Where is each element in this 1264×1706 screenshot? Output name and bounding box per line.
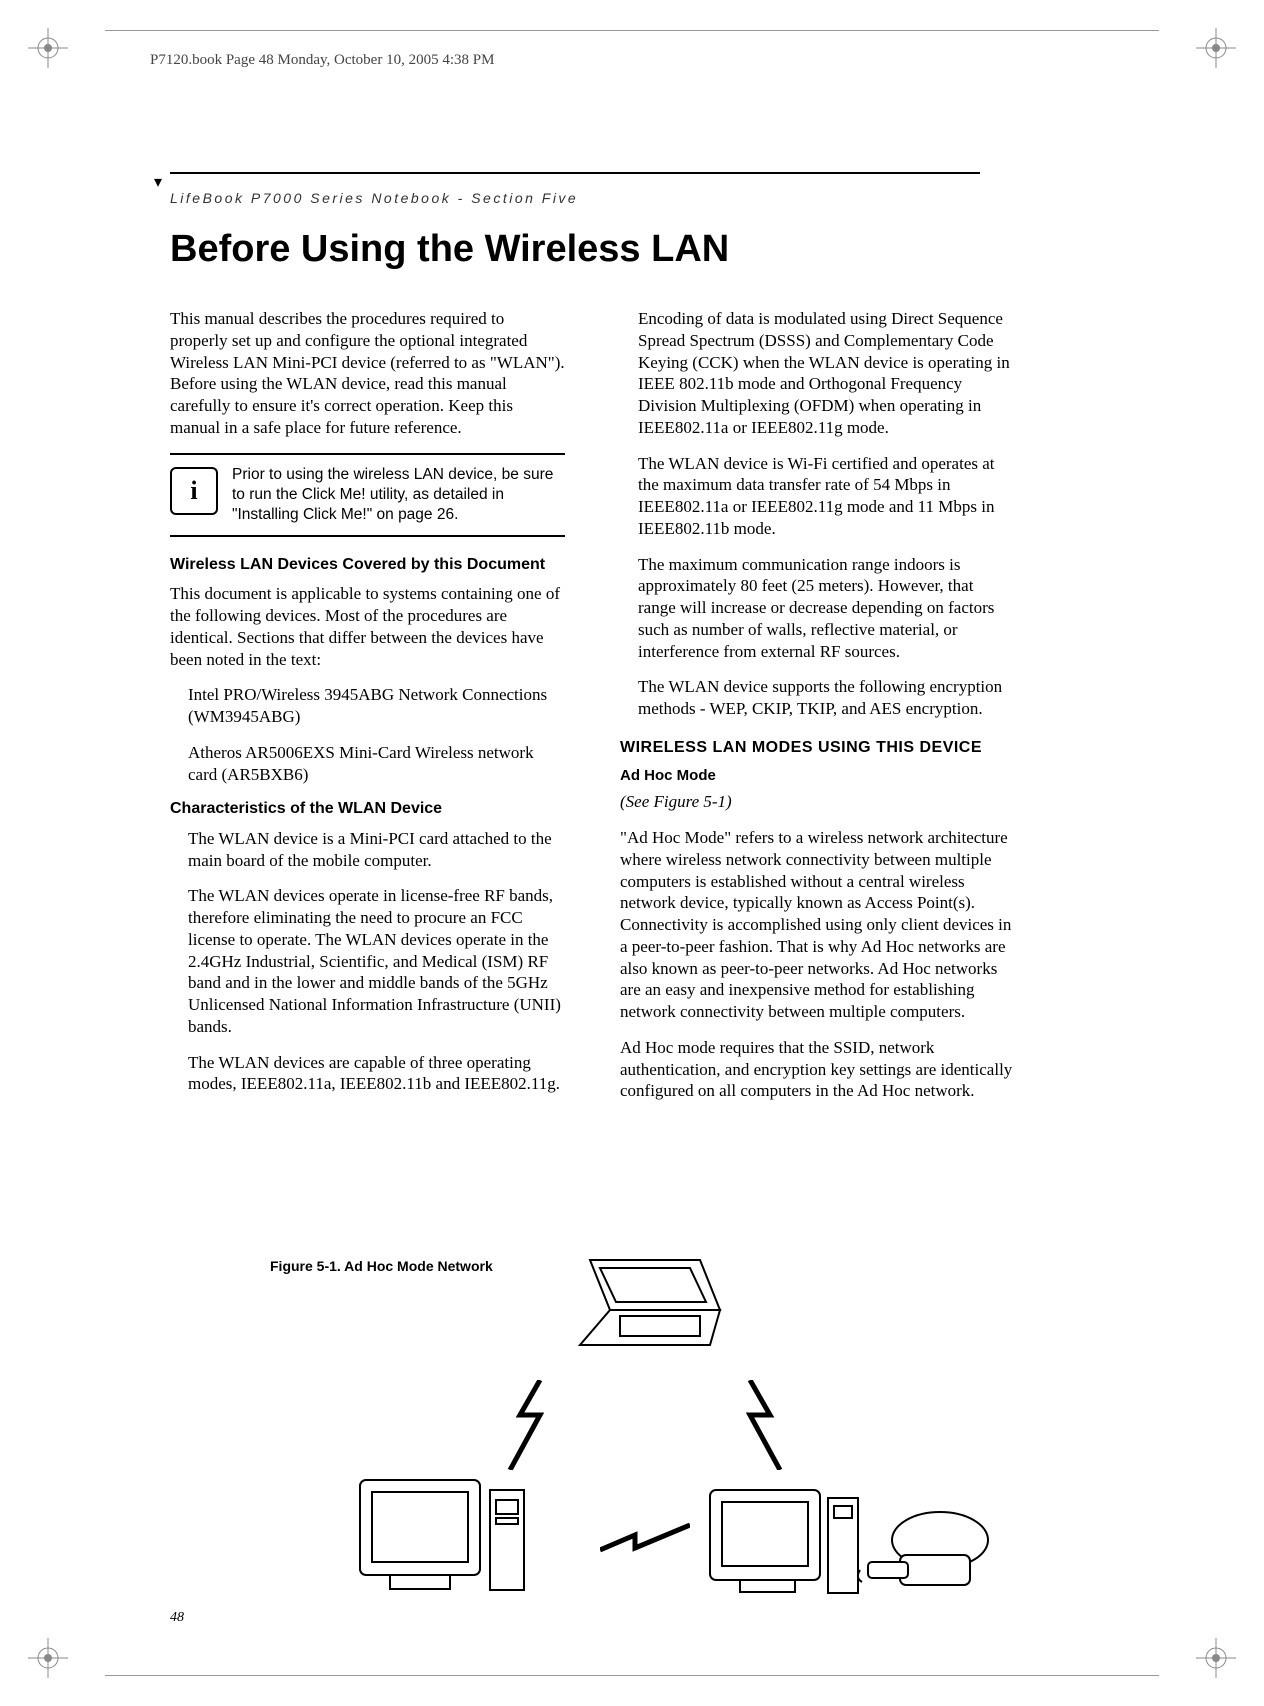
heading-adhoc: Ad Hoc Mode bbox=[620, 766, 1015, 785]
adhoc-paragraph: Ad Hoc mode requires that the SSID, netw… bbox=[620, 1037, 1015, 1102]
device-item: Atheros AR5006EXS Mini-Card Wireless net… bbox=[170, 742, 565, 786]
info-note: i Prior to using the wireless LAN device… bbox=[170, 453, 565, 537]
characteristic-item: The WLAN device is a Mini-PCI card attac… bbox=[170, 828, 565, 872]
wireless-bolt-icon bbox=[600, 1520, 690, 1560]
heading-wlan-modes: WIRELESS LAN MODES USING THIS DEVICE bbox=[620, 738, 1015, 758]
crop-mark-icon bbox=[1196, 28, 1236, 68]
frame-line bbox=[105, 1675, 1159, 1676]
heading-characteristics: Characteristics of the WLAN Device bbox=[170, 799, 565, 819]
device-item: Intel PRO/Wireless 3945ABG Network Conne… bbox=[170, 684, 565, 728]
figure-reference: (See Figure 5-1) bbox=[620, 791, 1015, 813]
figure-adhoc-network bbox=[330, 1250, 950, 1610]
characteristic-item: The WLAN device is Wi-Fi certified and o… bbox=[620, 453, 1015, 540]
page-number: 48 bbox=[170, 1610, 184, 1626]
right-column: Encoding of data is modulated using Dire… bbox=[620, 308, 1015, 1116]
crop-mark-icon bbox=[28, 1638, 68, 1678]
characteristic-item: Encoding of data is modulated using Dire… bbox=[620, 308, 1015, 439]
page: P7120.book Page 48 Monday, October 10, 2… bbox=[0, 0, 1264, 1706]
wireless-bolt-icon bbox=[730, 1380, 790, 1470]
note-text: Prior to using the wireless LAN device, … bbox=[232, 465, 565, 525]
crop-mark-icon bbox=[28, 28, 68, 68]
characteristic-item: The WLAN devices are capable of three op… bbox=[170, 1052, 565, 1096]
frame-line bbox=[105, 30, 1159, 31]
desktop-computer-icon bbox=[350, 1470, 550, 1610]
framemaker-header: P7120.book Page 48 Monday, October 10, 2… bbox=[150, 52, 494, 69]
info-icon: i bbox=[170, 467, 218, 515]
wireless-bolt-icon bbox=[500, 1380, 560, 1470]
page-title: Before Using the Wireless LAN bbox=[170, 228, 729, 271]
laptop-icon bbox=[560, 1250, 730, 1370]
heading-arrow-icon: ▾ bbox=[154, 172, 162, 192]
heading-rule bbox=[170, 172, 980, 174]
left-column: This manual describes the procedures req… bbox=[170, 308, 565, 1109]
running-head: LifeBook P7000 Series Notebook - Section… bbox=[170, 190, 578, 206]
characteristic-item: The WLAN device supports the following e… bbox=[620, 676, 1015, 720]
characteristic-item: The WLAN devices operate in license-free… bbox=[170, 885, 565, 1037]
heading-devices-covered: Wireless LAN Devices Covered by this Doc… bbox=[170, 555, 565, 575]
desktop-with-printer-icon bbox=[700, 1470, 1000, 1620]
adhoc-paragraph: "Ad Hoc Mode" refers to a wireless netwo… bbox=[620, 827, 1015, 1023]
intro-paragraph: This manual describes the procedures req… bbox=[170, 308, 565, 439]
crop-mark-icon bbox=[1196, 1638, 1236, 1678]
covered-intro: This document is applicable to systems c… bbox=[170, 583, 565, 670]
characteristic-item: The maximum communication range indoors … bbox=[620, 554, 1015, 663]
